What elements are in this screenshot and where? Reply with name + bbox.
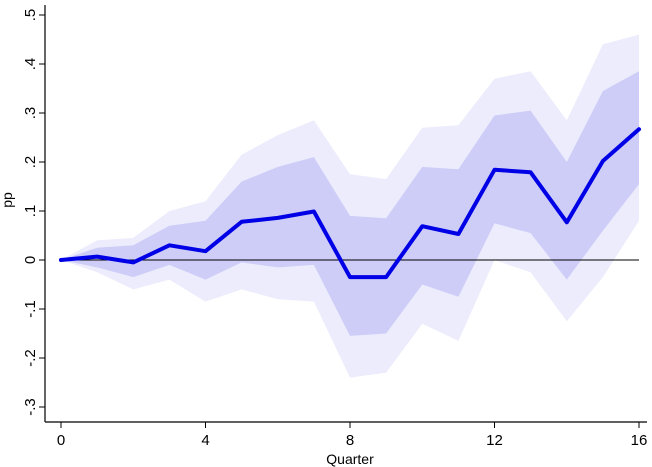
x-tick-label: 8 <box>346 432 354 449</box>
y-tick-label: .1 <box>22 205 39 218</box>
y-tick-label: 0 <box>22 256 39 264</box>
x-tick-label: 16 <box>631 432 648 449</box>
y-axis: -.3 -.2 -.1 0 .1 .2 .3 .4 .5 <box>22 5 46 422</box>
x-axis-title: Quarter <box>326 451 374 467</box>
x-axis: 0 4 8 12 16 <box>45 421 648 449</box>
y-tick-label: -.2 <box>22 349 39 367</box>
x-tick-label: 4 <box>201 432 209 449</box>
y-tick-label: .4 <box>22 58 39 71</box>
confidence-band-2 <box>61 71 639 336</box>
x-tick-label: 12 <box>486 432 503 449</box>
y-tick-label: .2 <box>22 156 39 169</box>
y-tick-label: -.3 <box>22 398 39 416</box>
y-tick-label: .3 <box>22 107 39 120</box>
response-line <box>59 127 641 280</box>
y-tick-label: .5 <box>22 9 39 22</box>
x-tick-label: 0 <box>57 432 65 449</box>
y-axis-title: pp <box>0 192 15 208</box>
y-tick-label: -.1 <box>22 300 39 318</box>
confidence-bands <box>61 34 639 378</box>
